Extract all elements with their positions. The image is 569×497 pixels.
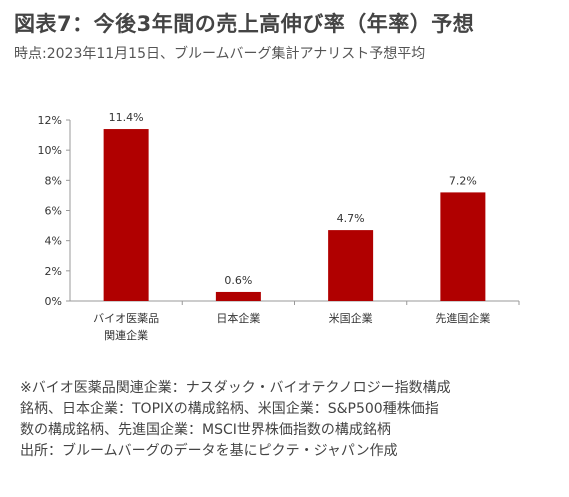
bar xyxy=(440,192,486,301)
bar-chart: 0% 2% 4% 6% 8% 10% 12% 11.4% バイオ医薬品関連企業 0.6% 日本企業 4… xyxy=(38,111,520,342)
y-tick-label: 0% xyxy=(45,295,62,308)
x-tick-label: バイオ医薬品 xyxy=(93,312,159,325)
bar xyxy=(328,230,374,301)
y-tick-label: 12% xyxy=(38,114,62,127)
data-label: 0.6% xyxy=(224,274,252,287)
source-line: 出所：ブルームバーグのデータを基にピクテ・ジャパン作成 xyxy=(20,443,398,459)
y-tick-label: 2% xyxy=(45,265,62,278)
data-label: 11.4% xyxy=(109,111,144,124)
x-tick-label: 関連企業 xyxy=(104,328,148,342)
footnotes: ※バイオ医薬品関連企業：ナスダック・バイオテクノロジー指数構成 銘柄、日本企業：… xyxy=(20,378,560,462)
data-label: 4.7% xyxy=(337,212,365,225)
y-tick-label: 10% xyxy=(38,144,62,157)
bar xyxy=(215,291,261,301)
footnote-line: ※バイオ医薬品関連企業：ナスダック・バイオテクノロジー指数構成 xyxy=(20,380,451,396)
chart-title: 図表7：今後3年間の売上高伸び率（年率）予想 xyxy=(14,12,475,36)
data-label: 7.2% xyxy=(449,174,477,187)
x-tick-label: 米国企業 xyxy=(329,311,373,325)
footnote-line: 銘柄、日本企業：TOPIXの構成銘柄、米国企業：S&P500種株価指 xyxy=(20,401,439,417)
chart-subtitle: 時点:2023年11月15日、ブルームバーグ集計アナリスト予想平均 xyxy=(14,46,426,62)
x-tick-label: 先進国企業 xyxy=(435,311,490,325)
x-tick-label: 日本企業 xyxy=(216,311,260,325)
footnote-line: 数の構成銘柄、先進国企業：MSCI世界株価指数の構成銘柄 xyxy=(20,422,391,438)
y-tick-label: 6% xyxy=(45,205,62,218)
y-tick-label: 8% xyxy=(45,174,62,187)
bar xyxy=(103,129,149,301)
y-tick-label: 4% xyxy=(45,235,62,248)
